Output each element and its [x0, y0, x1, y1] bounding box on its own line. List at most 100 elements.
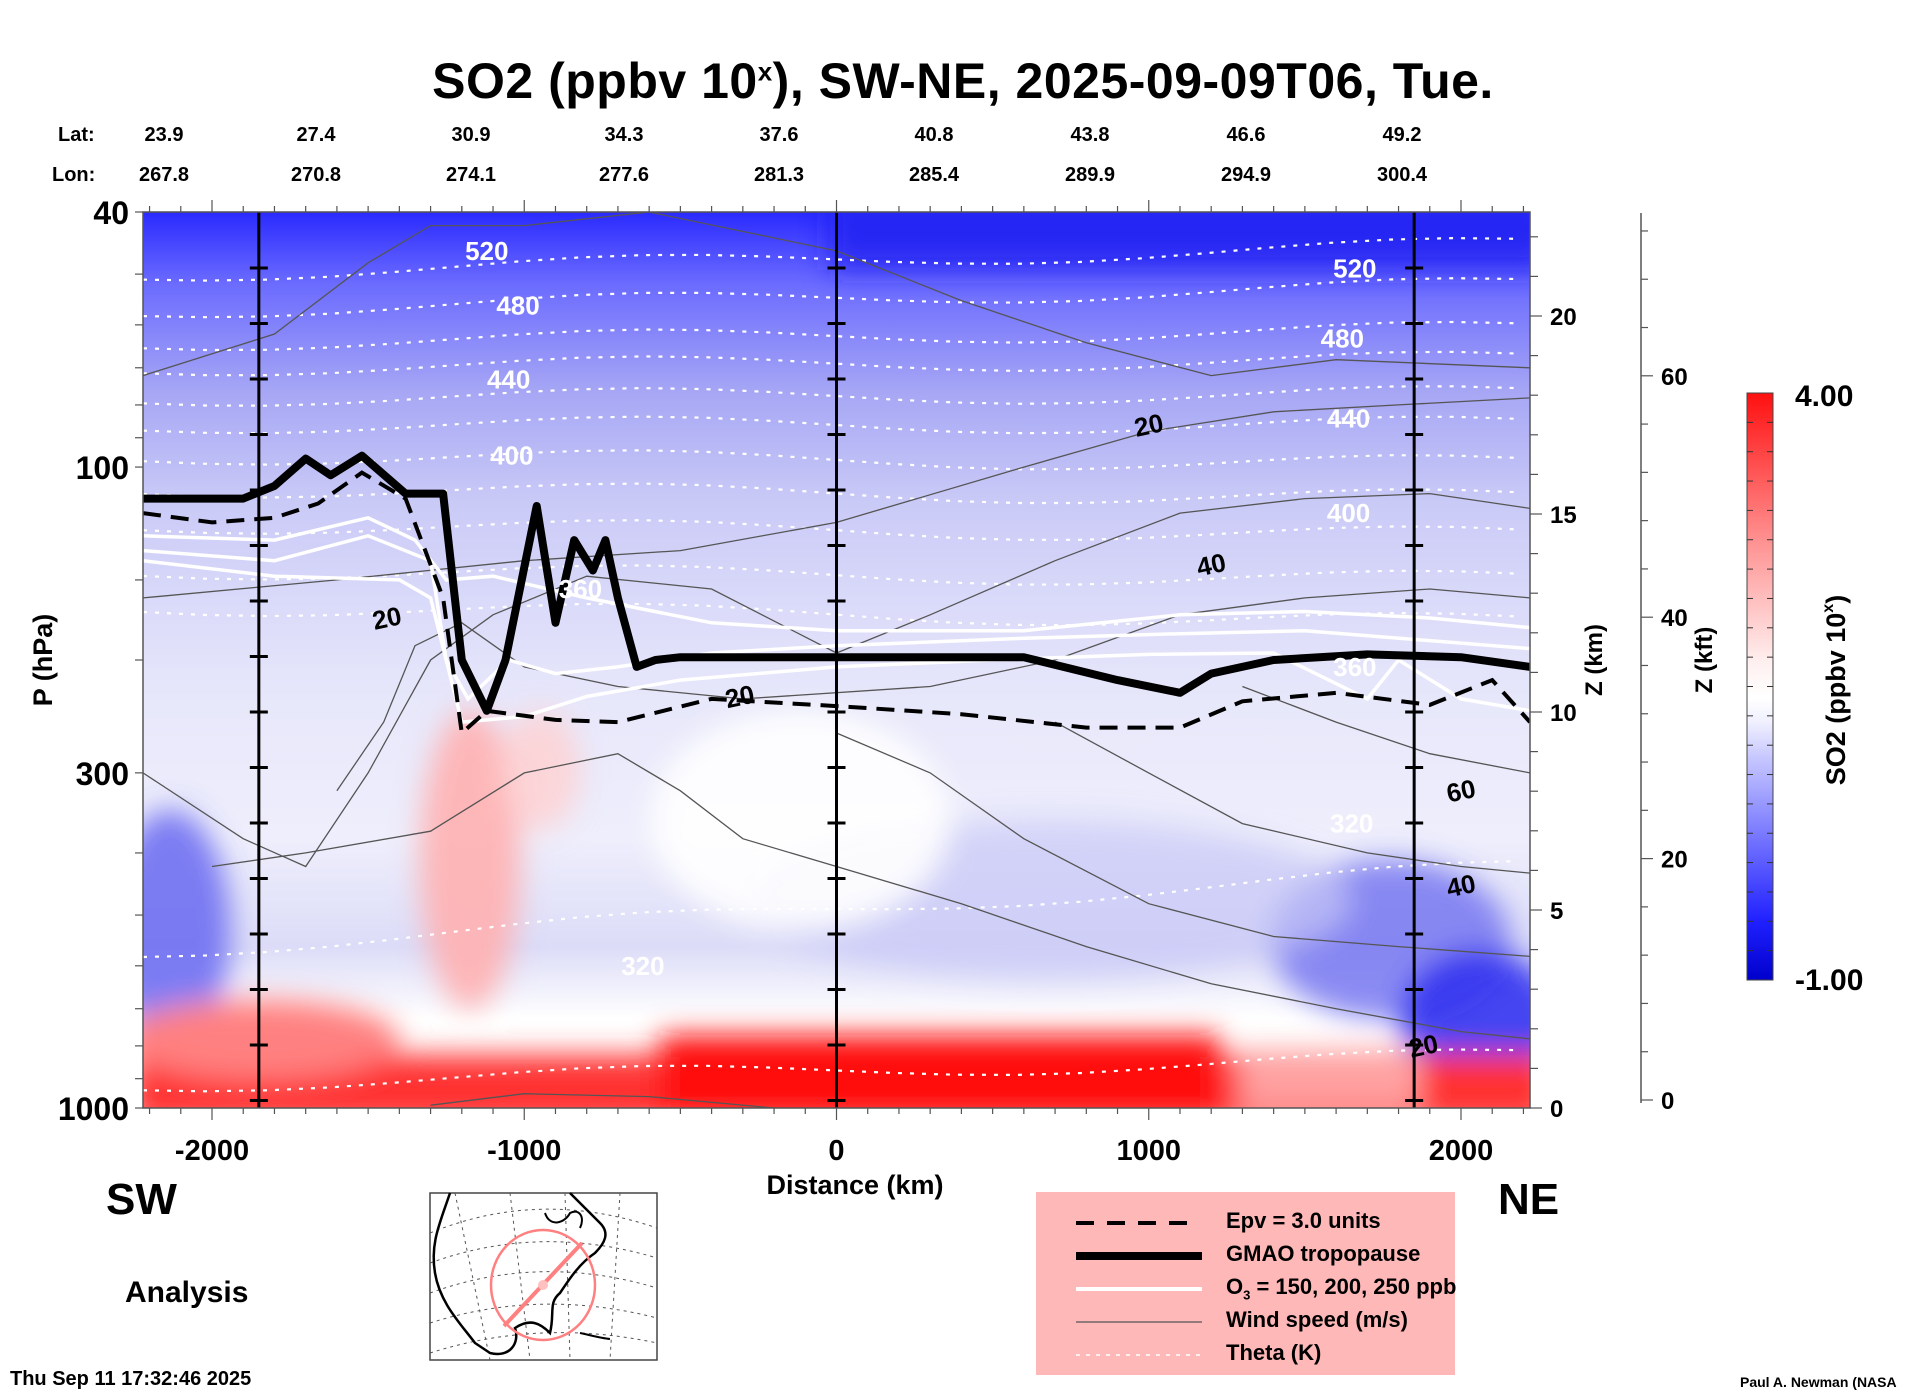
theta-contour — [143, 385, 1517, 407]
wind-speed-label: 20 — [370, 600, 405, 635]
wind-speed-contour — [143, 492, 1530, 868]
colorbar-label-prefix: SO2 (ppbv 10 — [1821, 613, 1851, 786]
z-km-tick-label: 15 — [1550, 502, 1577, 529]
so2-field: 320 320 360 360 400 400 440 440 480 480 520 520 20 40… — [143, 212, 1530, 1108]
theta-contour — [143, 1048, 1517, 1093]
so2-blob — [143, 810, 230, 1050]
wind-speed-label: 60 — [1444, 773, 1479, 808]
lat-row-label: Lat: — [58, 124, 95, 146]
so2-blob — [1240, 1050, 1420, 1108]
map-graticule — [429, 1192, 658, 1361]
y-tick-label: 40 — [93, 195, 129, 231]
coastline — [544, 1210, 583, 1229]
y-tick-label: 1000 — [58, 1091, 129, 1127]
wind-speed-label: 20 — [1131, 407, 1166, 442]
theta-contour — [143, 482, 1517, 505]
colorbar-label-superscript: x — [1820, 604, 1837, 613]
theta-label: 480 — [496, 291, 539, 321]
y-axis-label: P (hPa) — [28, 614, 58, 707]
y-tick-label: 300 — [76, 756, 129, 792]
lat-value: 49.2 — [1382, 124, 1422, 146]
wind-speed-label: 40 — [1444, 868, 1479, 903]
legend-label: Theta (K) — [1226, 1340, 1322, 1365]
wind-speed-contour — [836, 732, 1530, 958]
theta-label: 360 — [1333, 652, 1376, 682]
sw-label: SW — [106, 1175, 177, 1224]
title-suffix: ), SW-NE, 2025-09-09T06, Tue. — [772, 53, 1494, 109]
ne-label: NE — [1498, 1175, 1560, 1224]
legend-swatch-dashed — [1076, 1221, 1196, 1225]
theta-contour — [143, 320, 1517, 352]
so2-blob — [660, 1035, 1220, 1108]
inset-map — [429, 1192, 658, 1361]
theta-contour — [1391, 1107, 1476, 1108]
wind-speed-contour — [211, 753, 1530, 1040]
z-km-tick-label: 5 — [1550, 898, 1563, 925]
legend-swatch-thin — [1076, 1321, 1202, 1323]
theta-label: 440 — [1327, 404, 1370, 434]
z-km-axis: 0 5 10 15 20 — [1530, 236, 1577, 1123]
o3-contour — [143, 558, 1530, 724]
legend-item-epv: Epv = 3.0 units — [1036, 1206, 1455, 1238]
legend-label: Epv = 3.0 units — [1226, 1208, 1381, 1233]
colorbar-label-suffix: ) — [1821, 595, 1851, 604]
theta-contour — [143, 602, 1517, 627]
lon-value: 277.6 — [598, 164, 650, 186]
wind-speed-label: 20 — [1406, 1028, 1441, 1063]
wind-speed-label: 40 — [1194, 547, 1229, 582]
theta-contour — [143, 236, 1517, 282]
z-km-tick-label: 10 — [1550, 700, 1577, 727]
legend-item-tropopause: GMAO tropopause — [1036, 1239, 1455, 1271]
legend-label: Wind speed (m/s) — [1226, 1307, 1408, 1332]
z-km-tick-label: 20 — [1550, 304, 1577, 331]
z-kft-axis: 0 20 40 60 — [1640, 213, 1688, 1115]
title-text: SO2 (ppbv 10 — [432, 53, 758, 109]
x-tick-label: 1000 — [1116, 1135, 1181, 1167]
theta-label: 400 — [490, 441, 533, 471]
analysis-label: Analysis — [125, 1276, 249, 1309]
legend-item-o3: O3 = 150, 200, 250 ppb — [1036, 1272, 1457, 1304]
z-kft-tick-label: 0 — [1661, 1088, 1674, 1115]
lat-value: 27.4 — [296, 124, 336, 146]
theta-contour — [143, 519, 1517, 541]
colorbar: 4.00 -1.00 SO2 (ppbv 10x) — [1746, 380, 1863, 997]
timestamp: Thu Sep 11 17:32:46 2025 — [10, 1368, 252, 1390]
so2-blob — [143, 1000, 400, 1080]
z-km-tick-label: 0 — [1550, 1096, 1563, 1123]
theta-contour — [143, 277, 1517, 319]
legend-swatch-white — [1076, 1287, 1202, 1291]
tropopause-line — [143, 451, 1530, 715]
epv-line — [143, 470, 1530, 737]
lat-value: 34.3 — [604, 124, 644, 146]
theta-label: 320 — [621, 951, 664, 981]
o3-contours — [143, 515, 1530, 724]
lon-value: 294.9 — [1220, 164, 1272, 186]
theta-label: 480 — [1321, 323, 1364, 353]
wind-speed-label: 20 — [722, 679, 757, 714]
legend-item-theta: Theta (K) — [1036, 1338, 1455, 1370]
colorbar-max-label: 4.00 — [1795, 380, 1853, 413]
legend-label-sub: 3 — [1243, 1287, 1251, 1303]
o3-contour — [143, 533, 1530, 702]
so2-blob — [420, 710, 520, 1010]
z-kft-tick-label: 20 — [1661, 847, 1688, 874]
contour-labels: 320 320 360 360 400 400 440 440 480 480 520 520 20 40… — [370, 236, 1479, 1064]
colorbar-min-label: -1.00 — [1795, 964, 1863, 997]
wind-speed-contour — [430, 1093, 775, 1108]
wind-speed-contour — [1242, 685, 1530, 774]
theta-label: 520 — [465, 236, 508, 266]
o3-contour — [143, 515, 1530, 633]
lon-value: 285.4 — [908, 164, 960, 186]
lat-value: 37.6 — [759, 124, 799, 146]
section-center-marker — [538, 1280, 548, 1290]
range-circle — [489, 1228, 597, 1342]
lat-value: 43.8 — [1070, 124, 1110, 146]
chart-title: SO2 (ppbv 10x), SW-NE, 2025-09-09T06, Tu… — [0, 52, 1926, 110]
x-tick-label: 0 — [828, 1135, 844, 1167]
legend-label: GMAO tropopause — [1226, 1241, 1421, 1266]
legend-label-suffix: = 150, 200, 250 ppb — [1250, 1274, 1457, 1299]
lon-value: 300.4 — [1376, 164, 1428, 186]
theta-label: 360 — [559, 574, 602, 604]
legend-item-wind: Wind speed (m/s) — [1036, 1305, 1455, 1337]
